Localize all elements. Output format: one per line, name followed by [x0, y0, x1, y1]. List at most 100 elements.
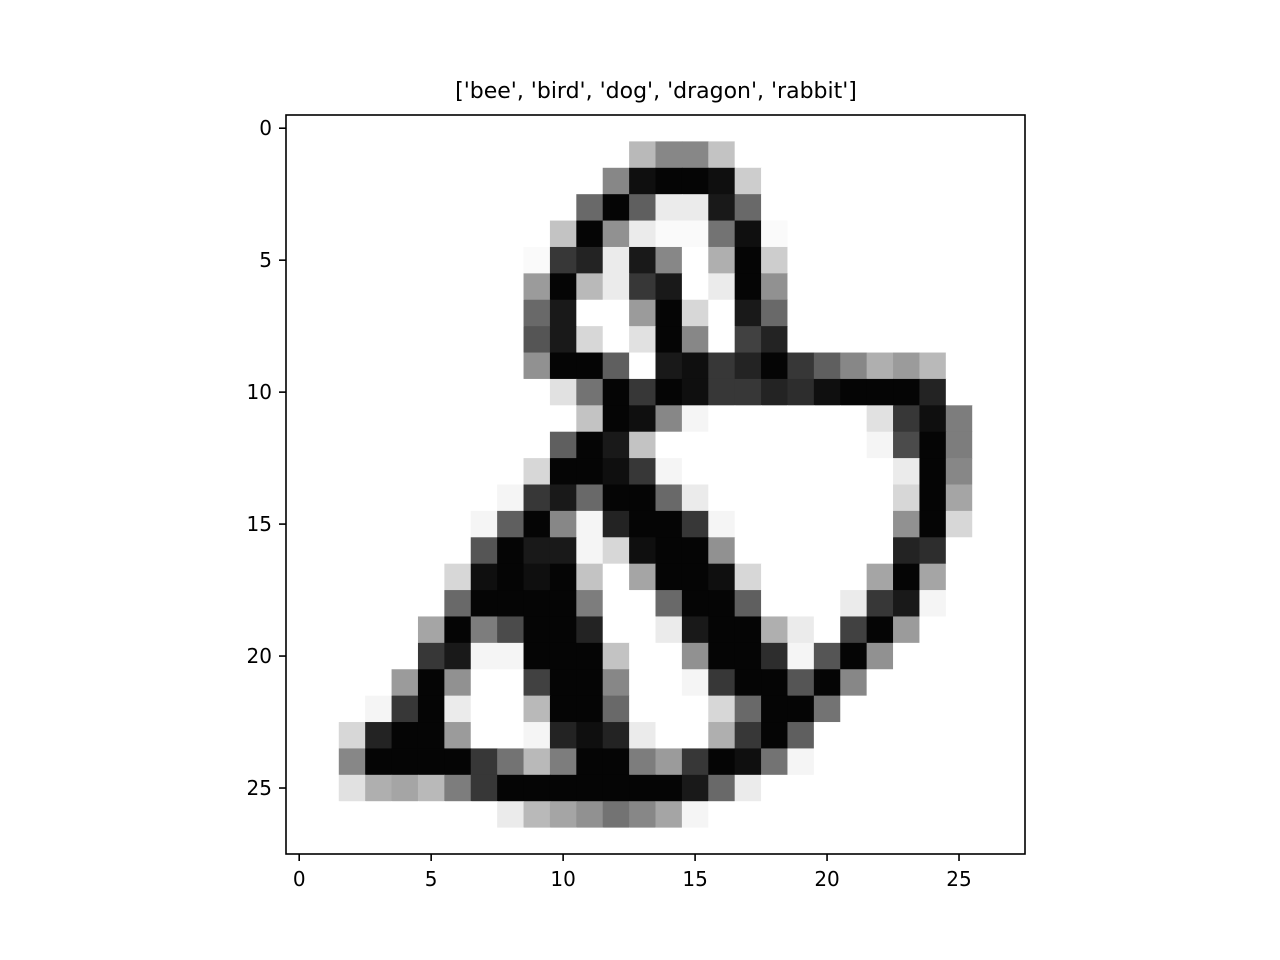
pixel-cell [893, 510, 921, 538]
pixel-cell [708, 748, 736, 776]
pixel-cell [813, 827, 841, 855]
pixel-cell [919, 405, 947, 433]
pixel-cell [681, 326, 709, 354]
pixel-cell [444, 167, 472, 195]
pixel-cell [576, 537, 604, 565]
pixel-cell [787, 194, 815, 222]
pixel-cell [602, 801, 630, 829]
pixel-cell [840, 405, 868, 433]
pixel-cell [787, 167, 815, 195]
pixel-cell [497, 326, 525, 354]
pixel-cell [998, 458, 1026, 486]
pixel-cell [945, 115, 973, 142]
pixel-cell [417, 220, 445, 248]
pixel-cell [312, 431, 340, 459]
pixel-cell [998, 642, 1026, 670]
pixel-cell [972, 115, 1000, 142]
pixel-cell [629, 695, 657, 723]
pixel-cell [655, 405, 683, 433]
pixel-cell [576, 273, 604, 301]
pixel-cell [444, 458, 472, 486]
pixel-cell [734, 405, 762, 433]
pixel-cell [655, 695, 683, 723]
plot-frame [285, 114, 1026, 855]
pixel-cell [470, 563, 498, 591]
pixel-cell [602, 431, 630, 459]
pixel-cell [708, 537, 736, 565]
pixel-cell [338, 510, 366, 538]
pixel-cell [444, 642, 472, 670]
pixel-cell [945, 563, 973, 591]
pixel-cell [391, 484, 419, 512]
pixel-cell [681, 246, 709, 274]
pixel-cell [523, 722, 551, 750]
pixel-cell [813, 246, 841, 274]
pixel-cell [602, 484, 630, 512]
pixel-cell [602, 299, 630, 327]
pixel-cell [972, 537, 1000, 565]
pixel-cell [470, 801, 498, 829]
pixel-cell [761, 431, 789, 459]
pixel-cell [629, 326, 657, 354]
pixel-cell [576, 299, 604, 327]
pixel-cell [708, 563, 736, 591]
pixel-cell [998, 537, 1026, 565]
pixel-cell [919, 167, 947, 195]
pixel-cell [365, 167, 393, 195]
pixel-cell [761, 378, 789, 406]
pixel-cell [497, 141, 525, 169]
pixel-cell [840, 669, 868, 697]
pixel-cell [998, 378, 1026, 406]
pixel-cell [787, 827, 815, 855]
pixel-cell [365, 352, 393, 380]
pixel-cell [470, 326, 498, 354]
pixel-cell [312, 748, 340, 776]
pixel-cell [761, 695, 789, 723]
pixel-cell [417, 246, 445, 274]
pixel-cell [893, 722, 921, 750]
pixel-cell [840, 458, 868, 486]
pixel-cell [470, 695, 498, 723]
pixel-cell [523, 299, 551, 327]
pixel-cell [391, 246, 419, 274]
pixel-cell [312, 590, 340, 618]
pixel-cell [708, 378, 736, 406]
pixel-cell [417, 801, 445, 829]
pixel-cell [972, 616, 1000, 644]
pixel-cell [866, 352, 894, 380]
pixel-cell [523, 827, 551, 855]
pixel-cell [840, 827, 868, 855]
pixel-cell [893, 827, 921, 855]
pixel-cell [681, 695, 709, 723]
pixel-cell [338, 194, 366, 222]
pixel-cell [919, 431, 947, 459]
pixel-cell [286, 801, 313, 829]
pixel-cell [681, 141, 709, 169]
pixel-cell [286, 405, 313, 433]
pixel-cell [629, 510, 657, 538]
pixel-cell [761, 616, 789, 644]
pixel-cell [787, 431, 815, 459]
pixel-cell [417, 722, 445, 750]
pixel-cell [523, 378, 551, 406]
pixel-cell [470, 484, 498, 512]
pixel-cell [840, 537, 868, 565]
pixel-cell [365, 141, 393, 169]
pixel-cell [286, 458, 313, 486]
pixel-cell [919, 590, 947, 618]
pixel-cell [919, 273, 947, 301]
pixel-cell [444, 246, 472, 274]
pixel-cell [761, 458, 789, 486]
pixel-cell [813, 510, 841, 538]
pixel-cell [470, 827, 498, 855]
pixel-cell [761, 722, 789, 750]
pixel-cell [549, 273, 577, 301]
pixel-cell [945, 273, 973, 301]
pixel-cell [629, 669, 657, 697]
pixel-cell [312, 722, 340, 750]
pixel-cell [945, 458, 973, 486]
pixel-cell [629, 115, 657, 142]
pixel-cell [972, 669, 1000, 697]
pixel-cell [338, 326, 366, 354]
pixel-cell [523, 563, 551, 591]
